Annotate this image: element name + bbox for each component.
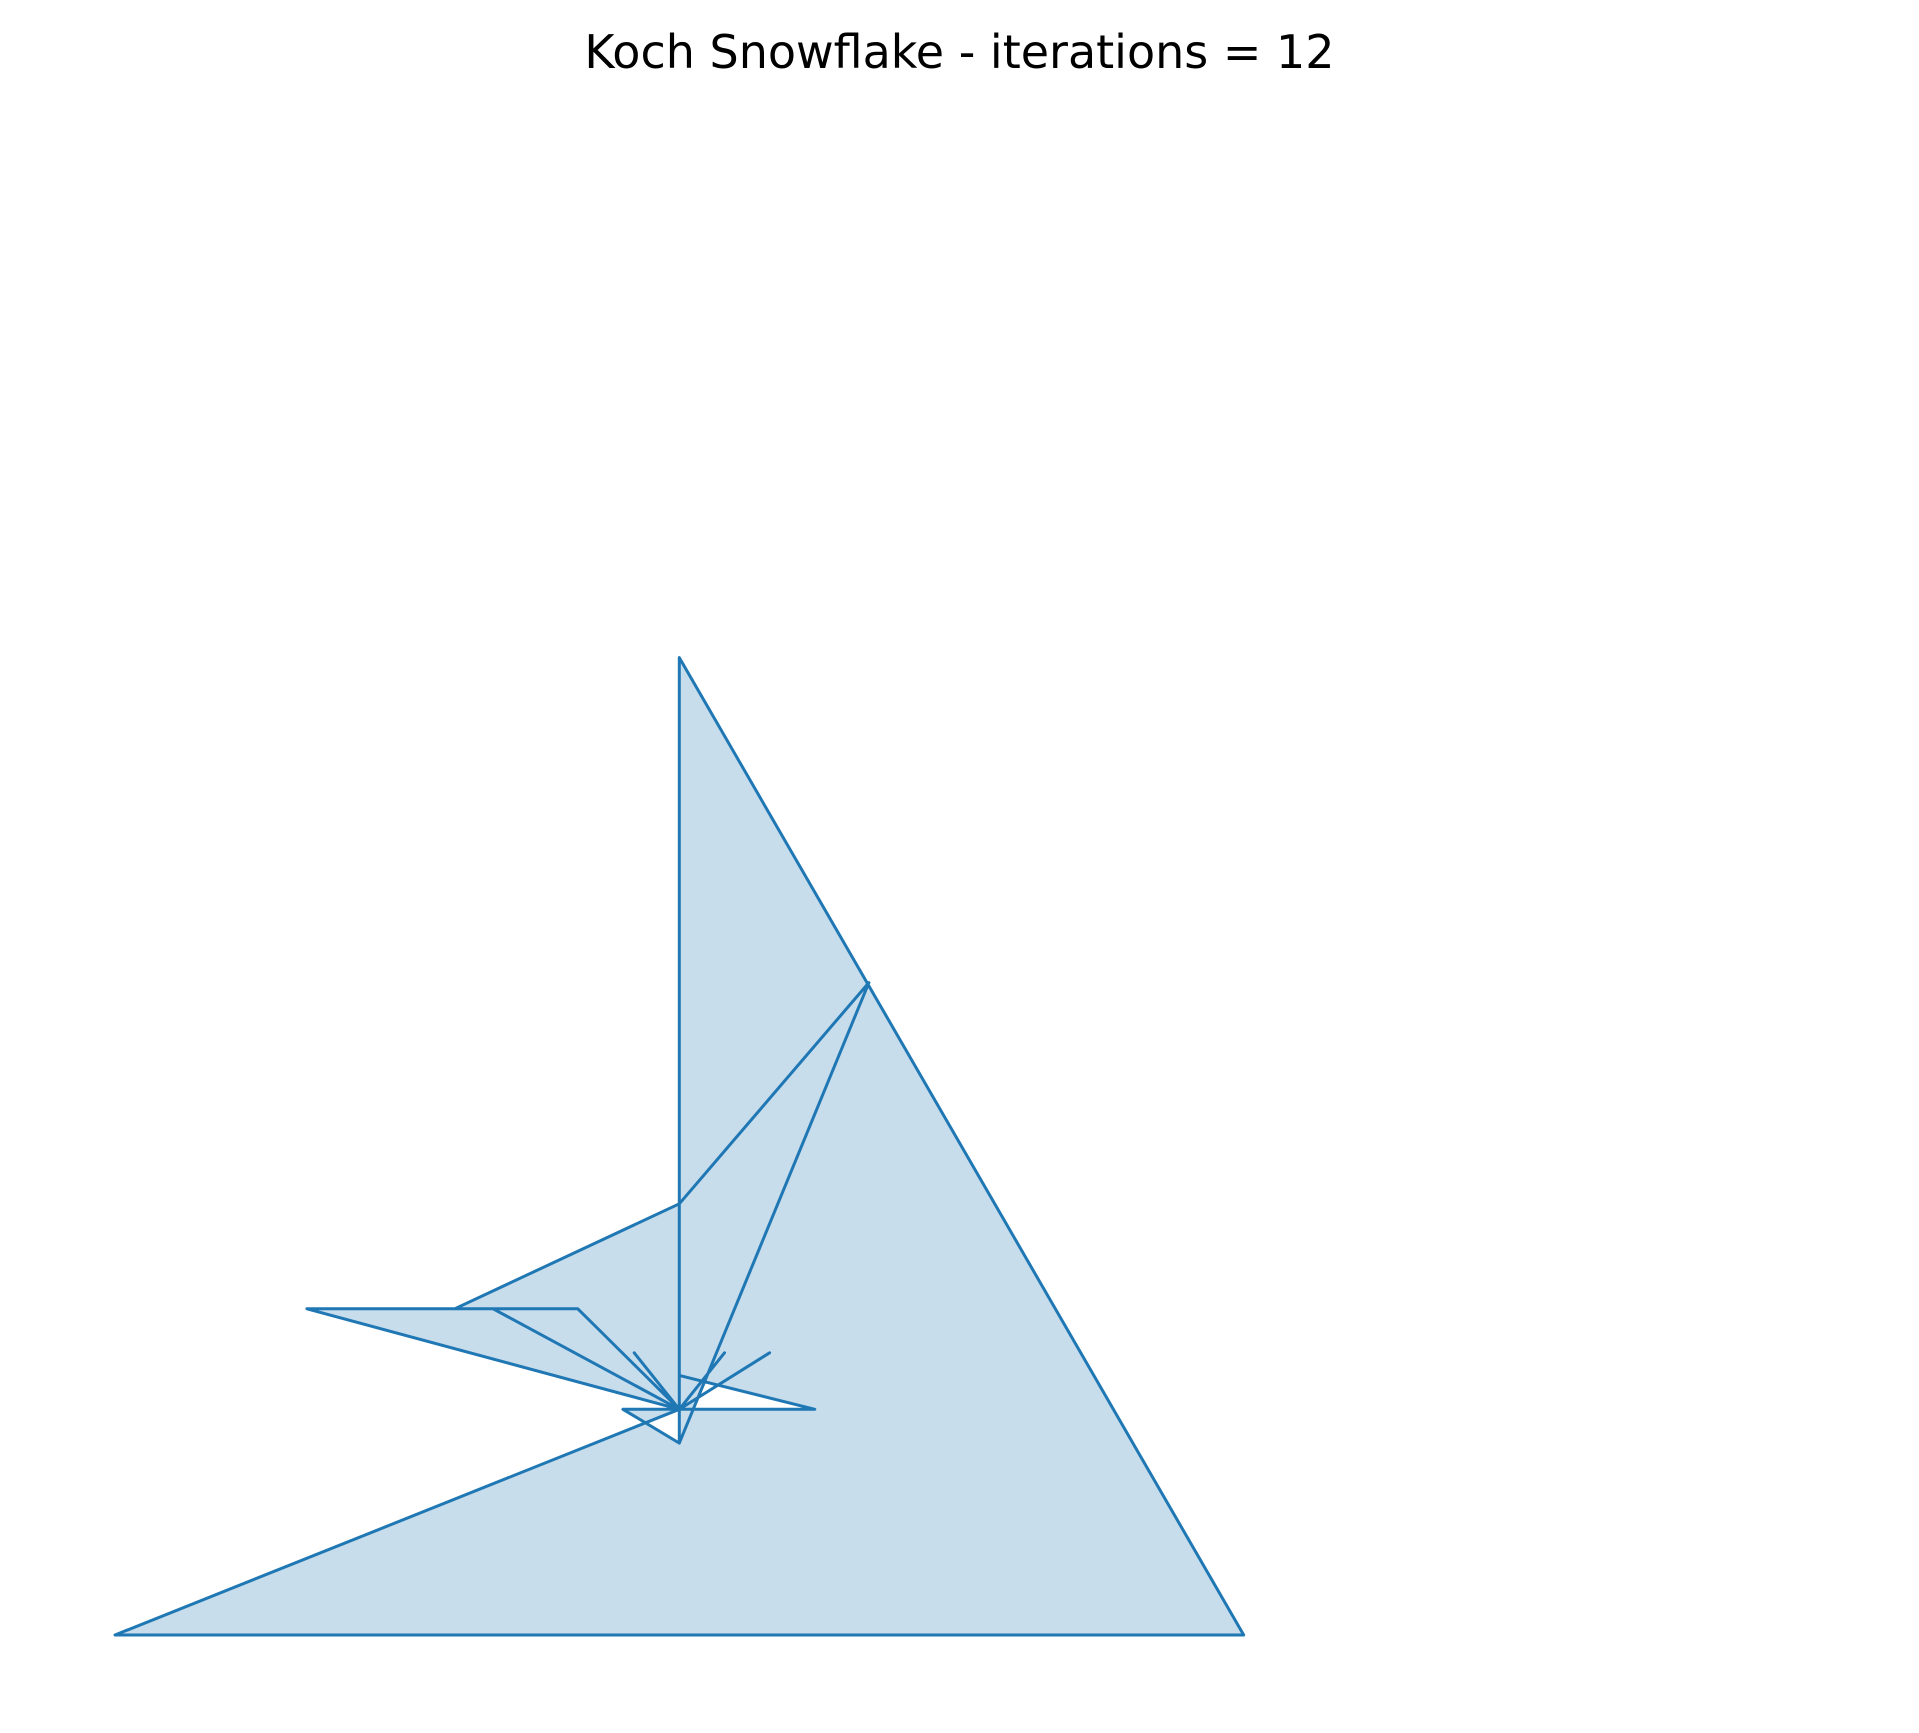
plot-marks bbox=[113, 656, 1246, 1637]
chart-title: Koch Snowflake - iterations = 12 bbox=[584, 25, 1335, 79]
snowflake-polygon-0 bbox=[113, 656, 1246, 1637]
